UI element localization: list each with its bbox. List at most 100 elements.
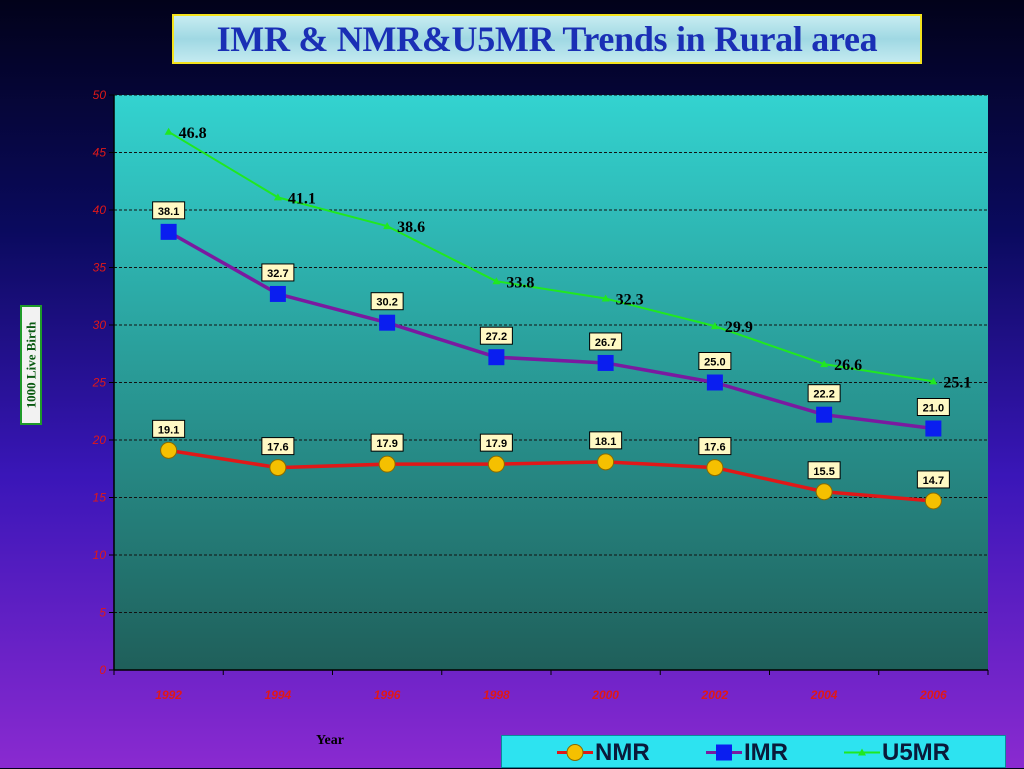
x-tick-label: 2000 — [591, 688, 619, 702]
imr-point — [706, 374, 723, 391]
u5mr-point — [383, 222, 392, 230]
nmr-data-label-box — [589, 431, 623, 450]
x-axis-label: Year — [316, 733, 344, 748]
y-tick-label: 35 — [93, 261, 107, 275]
nmr-data-label: 17.9 — [486, 438, 507, 450]
imr-data-label: 30.2 — [376, 297, 397, 309]
chart-title: IMR & NMR&U5MR Trends in Rural area — [216, 19, 878, 59]
nmr-data-label: 17.6 — [267, 442, 288, 454]
imr-data-label-box — [698, 352, 732, 370]
imr-data-label-box — [152, 201, 186, 220]
nmr-point — [597, 453, 615, 471]
y-tick-label: 0 — [99, 663, 106, 677]
nmr-data-label-box — [370, 433, 404, 452]
legend-label-u5mr: U5MR — [882, 738, 951, 766]
u5mr-point — [164, 127, 173, 135]
nmr-data-label: 17.6 — [704, 442, 725, 454]
nmr-point — [815, 483, 833, 501]
nmr-data-label: 14.7 — [923, 475, 944, 487]
y-tick-label: 40 — [93, 203, 107, 217]
legend-label-imr: IMR — [744, 738, 788, 766]
y-axis-label-box: 1000 Live Birth — [20, 305, 42, 425]
legend-label-nmr: NMR — [595, 738, 650, 766]
y-axis-label: 1000 Live Birth — [23, 321, 39, 409]
imr-data-label: 21.0 — [923, 403, 944, 415]
imr-point — [488, 349, 505, 366]
nmr-data-label: 19.1 — [158, 424, 179, 436]
imr-data-label: 25.0 — [704, 357, 725, 369]
imr-point — [816, 406, 833, 423]
nmr-point — [924, 492, 942, 510]
imr-data-label-box — [589, 332, 623, 351]
legend-nmr-swatch — [557, 744, 593, 761]
nmr-data-label-box — [261, 437, 295, 456]
x-tick-label: 1996 — [374, 688, 401, 702]
imr-point — [925, 420, 942, 437]
imr-point — [269, 285, 286, 302]
legend-item-imr: IMR — [706, 736, 788, 769]
data-labels: 19.1 17.6 17.9 17.9 18.1 17.6 15.5 14.7 38.1 32.7… — [152, 125, 971, 489]
imr-data-label-box — [479, 326, 513, 345]
imr-data-label: 32.7 — [267, 268, 288, 280]
imr-data-label-box — [370, 292, 404, 311]
nmr-point — [160, 441, 178, 459]
u5mr-data-label: 26.6 — [834, 357, 862, 374]
imr-data-label-box — [261, 263, 295, 282]
y-tick-label: 15 — [93, 491, 107, 505]
nmr-data-label-box — [807, 461, 841, 480]
imr-data-label-box — [916, 398, 950, 416]
legend-item-nmr: NMR — [557, 736, 650, 769]
imr-data-label: 22.2 — [813, 389, 834, 401]
u5mr-data-label: 38.6 — [397, 219, 425, 236]
nmr-point — [487, 455, 505, 473]
u5mr-data-label: 32.3 — [616, 292, 644, 309]
y-tick-label: 45 — [93, 146, 107, 160]
x-tick-label: 1994 — [265, 688, 292, 702]
legend-item-u5mr: U5MR — [844, 736, 950, 769]
legend-u5mr-swatch — [844, 748, 880, 756]
u5mr-point — [492, 277, 501, 285]
nmr-point — [269, 459, 287, 477]
u5mr-point — [710, 322, 719, 330]
imr-point — [160, 223, 177, 240]
nmr-data-label-box — [698, 437, 732, 456]
x-tick-label: 1992 — [155, 688, 182, 702]
nmr-data-label: 17.9 — [376, 438, 397, 450]
u5mr-data-label: 29.9 — [725, 319, 753, 336]
u5mr-data-label: 46.8 — [179, 125, 207, 142]
imr-data-label: 27.2 — [486, 331, 507, 343]
y-tick-label: 10 — [93, 548, 107, 562]
x-tick-label: 2006 — [919, 688, 947, 702]
imr-point — [379, 314, 396, 331]
x-tick-label: 2004 — [810, 688, 838, 702]
y-tick-label: 50 — [93, 88, 107, 102]
u5mr-point — [601, 294, 610, 302]
nmr-data-label-box — [479, 433, 513, 452]
nmr-data-label: 15.5 — [813, 466, 834, 478]
nmr-data-label-box — [916, 470, 950, 489]
imr-point — [597, 354, 614, 371]
imr-data-label-box — [807, 384, 841, 403]
imr-data-label: 26.7 — [595, 337, 616, 349]
u5mr-data-label: 33.8 — [506, 274, 534, 291]
y-tick-label: 5 — [99, 606, 106, 620]
y-tick-label: 30 — [93, 318, 107, 332]
legend-imr-swatch — [706, 744, 742, 761]
u5mr-data-label: 41.1 — [288, 190, 316, 207]
u5mr-point — [929, 377, 938, 385]
u5mr-point — [820, 360, 829, 368]
u5mr-point — [273, 193, 282, 201]
x-tick-label: 1998 — [483, 688, 510, 702]
axes: 0 5 10 15 20 25 30 35 40 45 50 1992 1994 1996 1998 2000… — [92, 88, 989, 702]
imr-data-label: 38.1 — [158, 206, 179, 218]
u5mr-data-label: 25.1 — [943, 374, 971, 391]
x-tick-label: 2002 — [701, 688, 729, 702]
nmr-data-label-box — [152, 419, 186, 438]
nmr-data-label: 18.1 — [595, 436, 616, 448]
y-tick-label: 20 — [92, 433, 107, 447]
nmr-point — [378, 455, 396, 473]
gridlines — [114, 94, 988, 613]
series-line-imr — [167, 230, 934, 431]
series-line-u5mr — [168, 130, 934, 383]
